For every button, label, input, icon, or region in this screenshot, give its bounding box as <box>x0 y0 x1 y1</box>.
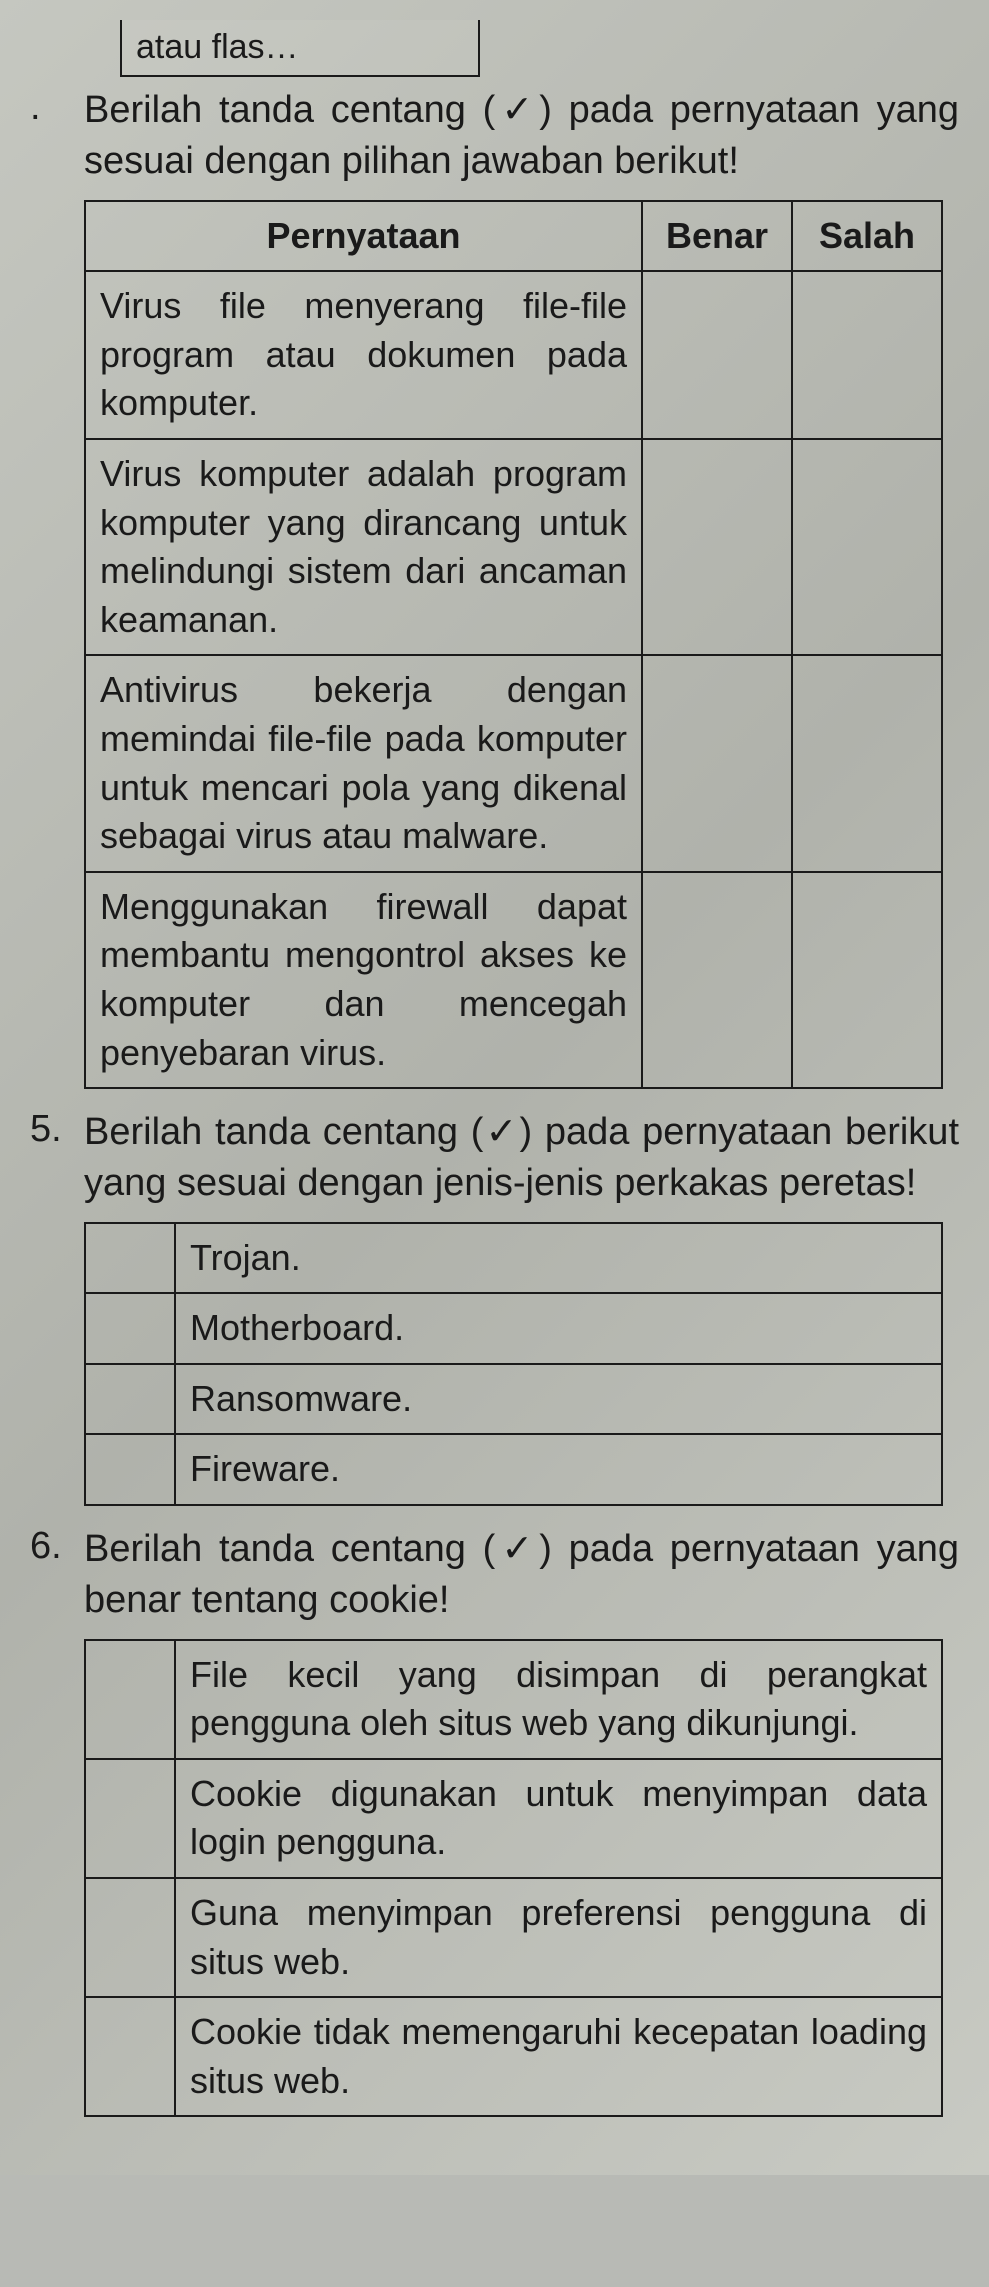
salah-checkbox[interactable] <box>792 872 942 1088</box>
benar-checkbox[interactable] <box>642 655 792 871</box>
check-checkbox[interactable] <box>85 1997 175 2116</box>
item-cell: Cookie digunakan untuk menyimpan data lo… <box>175 1759 942 1878</box>
question-4-number: . <box>30 85 84 131</box>
check-checkbox[interactable] <box>85 1640 175 1759</box>
table-header-row: Pernyataan Benar Salah <box>85 201 942 272</box>
table-row: Cookie digunakan untuk menyimpan data lo… <box>85 1759 942 1878</box>
header-benar: Benar <box>642 201 792 272</box>
fragment-top-cell: atau flas… <box>120 20 480 77</box>
check-checkbox[interactable] <box>85 1759 175 1878</box>
table-row: Cookie tidak memengaruhi kecepatan loadi… <box>85 1997 942 2116</box>
question-4: . Berilah tanda centang (✓) pada pernyat… <box>30 85 959 1089</box>
table-row: File kecil yang disimpan di perangkat pe… <box>85 1640 942 1759</box>
item-cell: Ransomware. <box>175 1364 942 1435</box>
benar-checkbox[interactable] <box>642 271 792 439</box>
header-pernyataan: Pernyataan <box>85 201 642 272</box>
table-row: Virus file menyerang file-file program a… <box>85 271 942 439</box>
worksheet-page: atau flas… . Berilah tanda centang (✓) p… <box>0 0 989 2175</box>
salah-checkbox[interactable] <box>792 271 942 439</box>
question-5-text: Berilah tanda centang (✓) pada pernyataa… <box>84 1107 959 1210</box>
check-checkbox[interactable] <box>85 1878 175 1997</box>
item-cell: Trojan. <box>175 1223 942 1294</box>
fragment-top-text: atau flas… <box>136 28 299 66</box>
question-4-text: Berilah tanda centang (✓) pada pernyataa… <box>84 85 959 188</box>
table-row: Motherboard. <box>85 1293 942 1364</box>
statement-cell: Virus file menyerang file-file program a… <box>85 271 642 439</box>
statement-cell: Antivirus bekerja dengan memindai file-f… <box>85 655 642 871</box>
check-checkbox[interactable] <box>85 1434 175 1505</box>
check-checkbox[interactable] <box>85 1293 175 1364</box>
item-cell: File kecil yang disimpan di perangkat pe… <box>175 1640 942 1759</box>
question-5-table: Trojan. Motherboard. Ransomware. Firewar… <box>84 1222 943 1506</box>
question-6-table: File kecil yang disimpan di perangkat pe… <box>84 1639 943 2118</box>
header-salah: Salah <box>792 201 942 272</box>
question-5-number: 5. <box>30 1107 84 1153</box>
salah-checkbox[interactable] <box>792 439 942 655</box>
table-row: Virus komputer adalah program komputer y… <box>85 439 942 655</box>
table-row: Trojan. <box>85 1223 942 1294</box>
benar-checkbox[interactable] <box>642 439 792 655</box>
check-checkbox[interactable] <box>85 1223 175 1294</box>
question-6-number: 6. <box>30 1524 84 1570</box>
statement-cell: Virus komputer adalah program komputer y… <box>85 439 642 655</box>
table-row: Menggunakan firewall dapat membantu meng… <box>85 872 942 1088</box>
item-cell: Motherboard. <box>175 1293 942 1364</box>
statement-cell: Menggunakan firewall dapat membantu meng… <box>85 872 642 1088</box>
question-5: 5. Berilah tanda centang (✓) pada pernya… <box>30 1107 959 1506</box>
check-checkbox[interactable] <box>85 1364 175 1435</box>
table-row: Guna menyimpan preferensi pengguna di si… <box>85 1878 942 1997</box>
table-row: Fireware. <box>85 1434 942 1505</box>
item-cell: Guna menyimpan preferensi pengguna di si… <box>175 1878 942 1997</box>
salah-checkbox[interactable] <box>792 655 942 871</box>
table-row: Antivirus bekerja dengan memindai file-f… <box>85 655 942 871</box>
benar-checkbox[interactable] <box>642 872 792 1088</box>
question-4-table: Pernyataan Benar Salah Virus file menyer… <box>84 200 943 1090</box>
question-6: 6. Berilah tanda centang (✓) pada pernya… <box>30 1524 959 2117</box>
item-cell: Cookie tidak memengaruhi kecepatan loadi… <box>175 1997 942 2116</box>
item-cell: Fireware. <box>175 1434 942 1505</box>
question-6-text: Berilah tanda centang (✓) pada pernyataa… <box>84 1524 959 1627</box>
table-row: Ransomware. <box>85 1364 942 1435</box>
